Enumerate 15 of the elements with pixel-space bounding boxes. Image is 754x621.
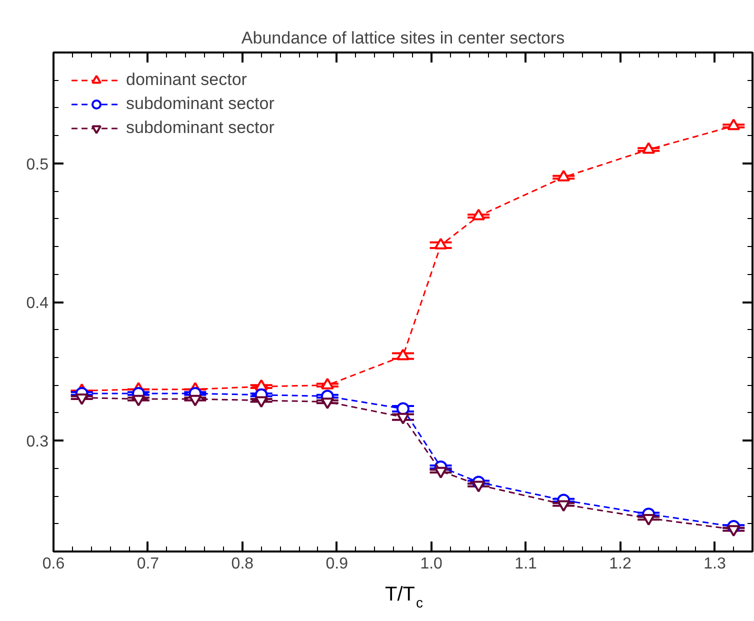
chart-title: Abundance of lattice sites in center sectors	[241, 28, 565, 48]
x-tick-label: 1.2	[609, 556, 632, 572]
x-tick-label: 0.7	[136, 556, 160, 572]
legend-label: subdominant sector	[126, 118, 274, 138]
legend-label: subdominant sector	[126, 94, 274, 114]
y-tick-label: 0.4	[26, 295, 49, 312]
x-tick-label: 1.0	[420, 556, 443, 572]
y-tick-label: 0.5	[26, 156, 49, 174]
x-tick-label: 1.1	[514, 556, 538, 572]
x-tick-label: 0.9	[326, 556, 348, 572]
x-tick-label: 0.6	[42, 556, 65, 572]
x-tick-label: 0.8	[231, 556, 254, 572]
y-tick-label: 0.3	[26, 434, 49, 451]
legend-label: dominant sector	[126, 70, 247, 90]
x-tick-label: 1.3	[704, 556, 726, 572]
